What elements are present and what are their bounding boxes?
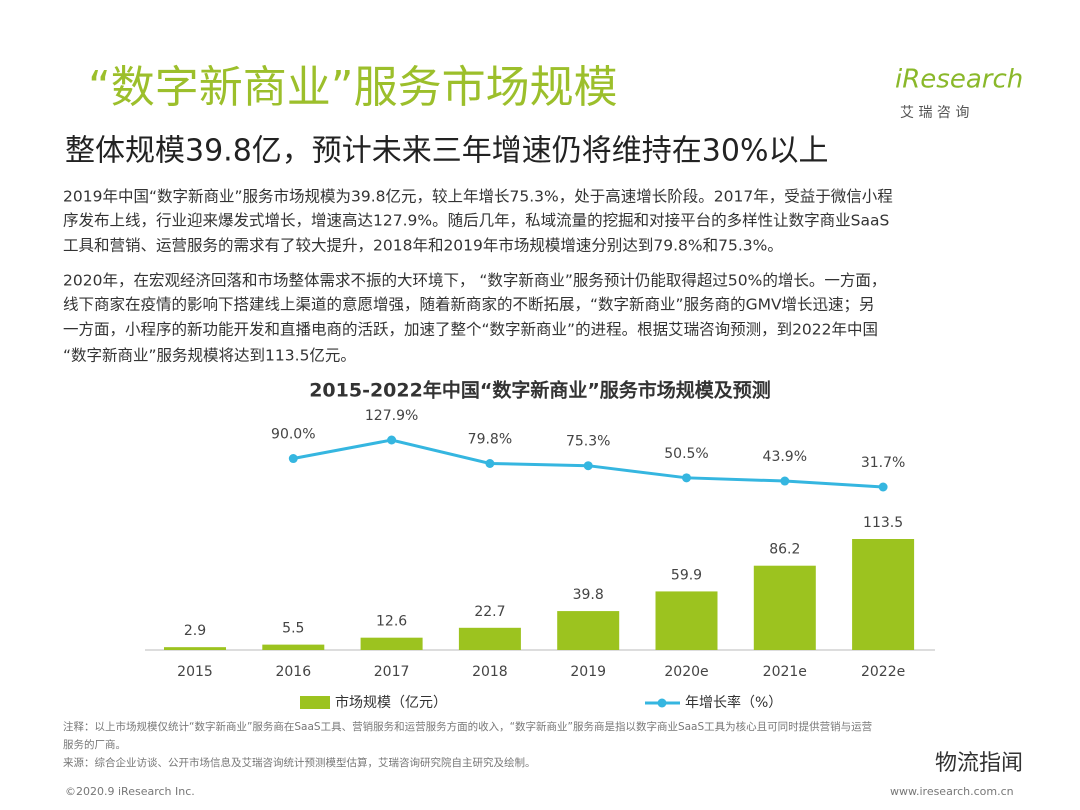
bar-label: 113.5 (863, 515, 903, 531)
bar (852, 539, 915, 650)
bar-label: 2.9 (184, 623, 206, 639)
bar (753, 565, 816, 650)
x-tick-label: 2015 (177, 664, 213, 680)
chart-title: 2015-2022年中国“数字新商业”服务市场规模及预测 (309, 379, 771, 402)
bar-label: 5.5 (282, 621, 304, 637)
bar (655, 591, 718, 650)
watermark: 物流指闻 (935, 751, 1023, 776)
x-tick-label: 2018 (472, 664, 508, 680)
slide-title: “数字新商业”服务市场规模 (88, 62, 618, 113)
growth-label: 127.9% (365, 408, 418, 424)
growth-label: 79.8% (468, 432, 512, 448)
body-text: 一方面，小程序的新功能开发和直播电商的活跃，加速了整个“数字新商业”的进程。根据… (63, 321, 878, 339)
slide-subtitle: 整体规模39.8亿，预计未来三年增速仍将维持在30%以上 (65, 134, 828, 169)
growth-point (780, 476, 790, 486)
x-tick-label: 2020e (664, 664, 708, 680)
legend-swatch (657, 698, 667, 708)
x-tick-label: 2019 (570, 664, 606, 680)
growth-point (485, 459, 495, 468)
body-text: 线下商家在疫情的影响下搭建线上渠道的意愿增强，随着新商家的不断拓展，“数字新商业… (63, 295, 875, 314)
legend-label: 市场规模（亿元） (335, 694, 447, 711)
bar-label: 22.7 (474, 604, 505, 620)
logo-name: 艾 瑞 咨 询 (900, 105, 969, 121)
note-text: 注释：以上市场规模仅统计“数字新商业”服务商在SaaS工具、营销服务和运营服务方… (63, 720, 872, 733)
bar (458, 627, 521, 650)
bar (360, 637, 423, 650)
bar-label: 86.2 (769, 542, 800, 558)
growth-label: 31.7% (861, 455, 905, 471)
growth-point (682, 473, 691, 483)
bar (262, 644, 325, 650)
bar-label: 39.8 (573, 587, 604, 603)
note-text: 来源：综合企业访谈、公开市场信息及艾瑞咨询统计预测模型估算，艾瑞咨询研究院自主研… (63, 756, 536, 769)
bar (164, 647, 226, 650)
bar-label: 12.6 (376, 614, 407, 630)
body-text: 工具和营销、运营服务的需求有了较大提升，2018年和2019年市场规模增速分别达… (63, 237, 783, 255)
growth-point (387, 435, 397, 445)
legend-label: 年增长率（%） (685, 694, 782, 711)
x-tick-label: 2021e (763, 664, 807, 680)
growth-point (288, 454, 298, 464)
logo-brand: iResearch (895, 65, 1023, 95)
note-text: 服务的厂商。 (63, 738, 126, 751)
body-text: 2020年，在宏观经济回落和市场整体需求不振的大环境下， “数字新商业”服务预计… (63, 271, 886, 290)
growth-label: 90.0% (271, 427, 315, 443)
body-text: 序发布上线，行业迎来爆发式增长，增速高达127.9%。随后几年，私域流量的挖掘和… (63, 211, 889, 230)
x-tick-label: 2017 (374, 664, 410, 680)
url: www.iresearch.com.cn (890, 785, 1014, 798)
x-tick-label: 2016 (275, 664, 311, 680)
body-text: “数字新商业”服务规模将达到113.5亿元。 (63, 347, 356, 365)
growth-label: 43.9% (763, 449, 807, 465)
growth-point (878, 482, 888, 492)
body-text: 2019年中国“数字新商业”服务市场规模为39.8亿元，较上年增长75.3%，处… (63, 188, 893, 206)
copyright: ©2020.9 iResearch Inc. (65, 785, 195, 798)
growth-point (583, 461, 593, 471)
legend-swatch (300, 696, 330, 709)
x-tick-label: 2022e (861, 664, 905, 680)
growth-label: 50.5% (664, 446, 708, 462)
growth-label: 75.3% (566, 434, 610, 450)
bar (557, 611, 620, 650)
bar-label: 59.9 (671, 567, 702, 583)
